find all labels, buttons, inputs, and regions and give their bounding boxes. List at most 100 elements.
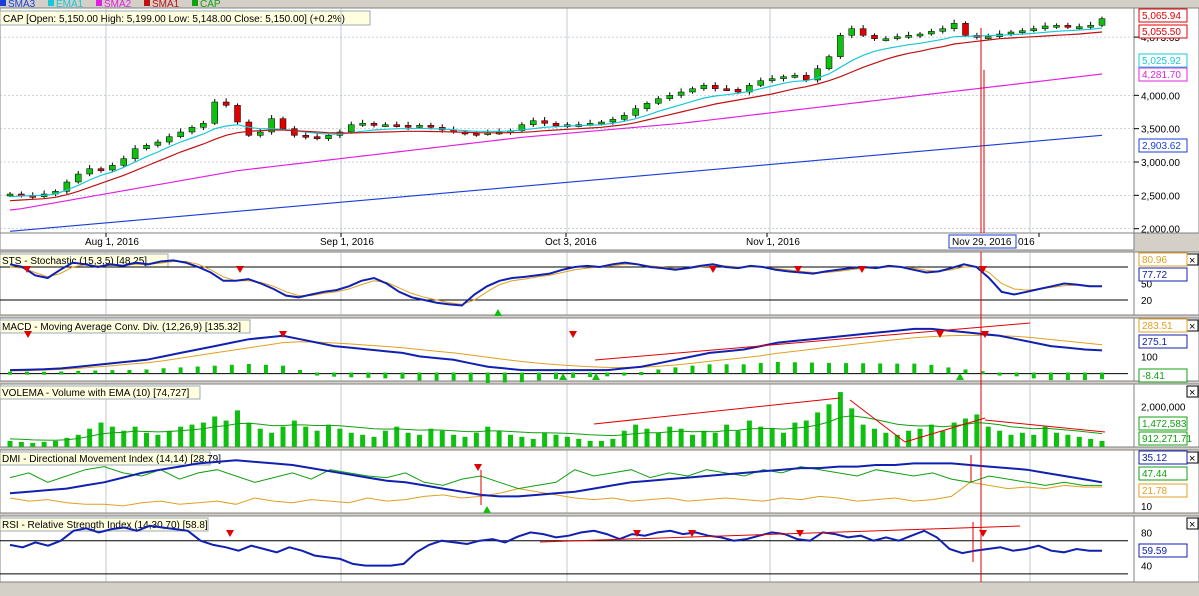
candle-body-45: [518, 124, 526, 131]
volume-ema-line: [9, 415, 1103, 441]
macd-hist-bar-28: [485, 372, 490, 384]
macd-hist-bar-18: [315, 372, 320, 376]
candle-body-35: [404, 125, 412, 128]
macd-hist-bar-13: [229, 364, 234, 374]
macd-hist-bar-1: [25, 371, 30, 375]
volume-bar-38: [439, 430, 445, 447]
macd-hist-bar-35: [605, 372, 610, 377]
volume-bar-42: [485, 426, 491, 447]
candle-body-96: [1098, 18, 1106, 26]
macd-hist-bar-53: [912, 363, 917, 374]
macd-close-icon: ×: [1189, 321, 1195, 333]
macd-hist-bar-30: [519, 372, 524, 383]
dmi-value-label-1-box: [1138, 466, 1188, 481]
macd-hist-bar-15: [263, 364, 268, 374]
macd-hist-bar-3: [59, 371, 64, 375]
volume-bar-78: [894, 434, 900, 447]
rsi-sell-signal-3: [796, 530, 804, 537]
date-label-3: Nov 1, 2016: [746, 237, 800, 248]
sts-k-line: [9, 259, 1102, 307]
candle-body-80: [916, 33, 924, 37]
vol-tick-label-0: 2,000,000: [1141, 402, 1186, 413]
ma-line-SMA3: [9, 134, 1103, 232]
candle-body-23: [268, 118, 275, 133]
volume-bar-65: [746, 420, 752, 447]
volume-bar-12: [144, 432, 149, 447]
volume-bar-56: [644, 428, 650, 447]
candle-body-66: [757, 80, 764, 86]
macd-value-label-0-box: [1138, 318, 1188, 333]
macd-buy-signal-1: [592, 373, 600, 380]
macd-value-label-1-box: [1138, 334, 1188, 349]
volume-bar-75: [860, 424, 866, 447]
volume-bar-95: [1088, 438, 1094, 447]
volume-bar-30: [348, 432, 354, 447]
rsi-panel[interactable]: RSI - Relative Strength Index (14,30,70)…: [0, 252, 1199, 583]
candle-body-89: [1019, 30, 1026, 33]
candle-body-74: [848, 28, 855, 36]
rsi-value-label-0-box: [1138, 543, 1188, 558]
candle-body-0: [6, 193, 14, 197]
legend-label-2: SMA2: [104, 0, 132, 10]
macd-hist-bar-49: [844, 363, 849, 374]
candle-body-92: [1053, 25, 1060, 28]
volume-bar-63: [724, 424, 730, 447]
legend-swatch-4: [192, 0, 198, 6]
macd-hist-bar-25: [434, 372, 439, 381]
volume-bar-18: [212, 416, 218, 447]
volume-bar-8: [98, 422, 104, 447]
sts-tick-label-1: 50: [1141, 280, 1153, 291]
sts-panel[interactable]: STS - Stochastic (15,3,5) [48.25] × 20 50 80…: [0, 251, 1199, 316]
rsi-sell-signal-2: [688, 530, 696, 537]
volume-trendline-0: [593, 397, 841, 425]
macd-hist-bar-33: [571, 372, 576, 378]
candle-body-14: [166, 136, 173, 143]
legend-swatch-0: [0, 0, 6, 6]
rsi-sell-signal-0: [226, 530, 234, 537]
candle-body-55: [632, 108, 639, 116]
volume-panel[interactable]: VOLEMA - Volume with EMA (10) [74,727] ×2…: [0, 383, 1199, 448]
rsi-close-icon: ×: [1189, 519, 1195, 531]
volume-bar-10: [121, 430, 127, 447]
candle-body-59: [677, 91, 685, 96]
candle-body-62: [712, 85, 719, 89]
volume-bar-94: [1076, 436, 1082, 447]
candle-body-64: [734, 89, 742, 93]
macd-hist-bar-29: [502, 372, 507, 383]
legend-label-0: SMA3: [8, 0, 36, 10]
macd-value-label-2-box: [1138, 368, 1188, 383]
volume-bar-52: [599, 440, 604, 447]
volume-bar-23: [269, 432, 275, 447]
candle-body-19: [222, 101, 230, 106]
macd-panel[interactable]: MACD - Moving Average Conv. Div. (12,26,…: [0, 317, 1199, 384]
candle-body-15: [177, 131, 184, 137]
sts-value-label-0-box: [1138, 252, 1188, 267]
volume-bar-82: [940, 430, 946, 447]
candle-body-77: [882, 38, 890, 41]
volume-bar-66: [758, 426, 764, 447]
dmi-value-label-0-box: [1138, 450, 1188, 465]
dmi-panel[interactable]: DMI - Directional Movement Index (14,14)…: [0, 449, 1199, 514]
candle-body-22: [257, 131, 264, 136]
candle-body-18: [211, 101, 218, 124]
candle-body-20: [234, 105, 241, 123]
volume-bar-39: [451, 434, 457, 447]
price-value-label-0: 5,065.94: [1142, 11, 1181, 22]
macd-hist-bar-11: [195, 366, 200, 374]
price-value-label-2: 5,025.92: [1142, 56, 1181, 67]
macd-hist-bar-0: [8, 371, 12, 375]
dmi-value-label-2-box: [1138, 483, 1188, 498]
macd-hist-bar-42: [724, 364, 729, 374]
macd-hist-bar-16: [281, 365, 285, 374]
macd-hist-bar-58: [997, 372, 1002, 376]
macd-hist-bar-36: [622, 372, 627, 376]
candle-body-72: [825, 56, 833, 69]
dmi-adx-line: [9, 459, 1103, 498]
macd-hist-bar-21: [366, 372, 371, 378]
volume-bar-21: [246, 422, 252, 447]
macd-hist-bar-22: [383, 372, 388, 379]
macd-hist-bar-63: [1082, 372, 1087, 381]
candle-body-58: [666, 95, 673, 99]
volume-bar-93: [1065, 434, 1071, 447]
